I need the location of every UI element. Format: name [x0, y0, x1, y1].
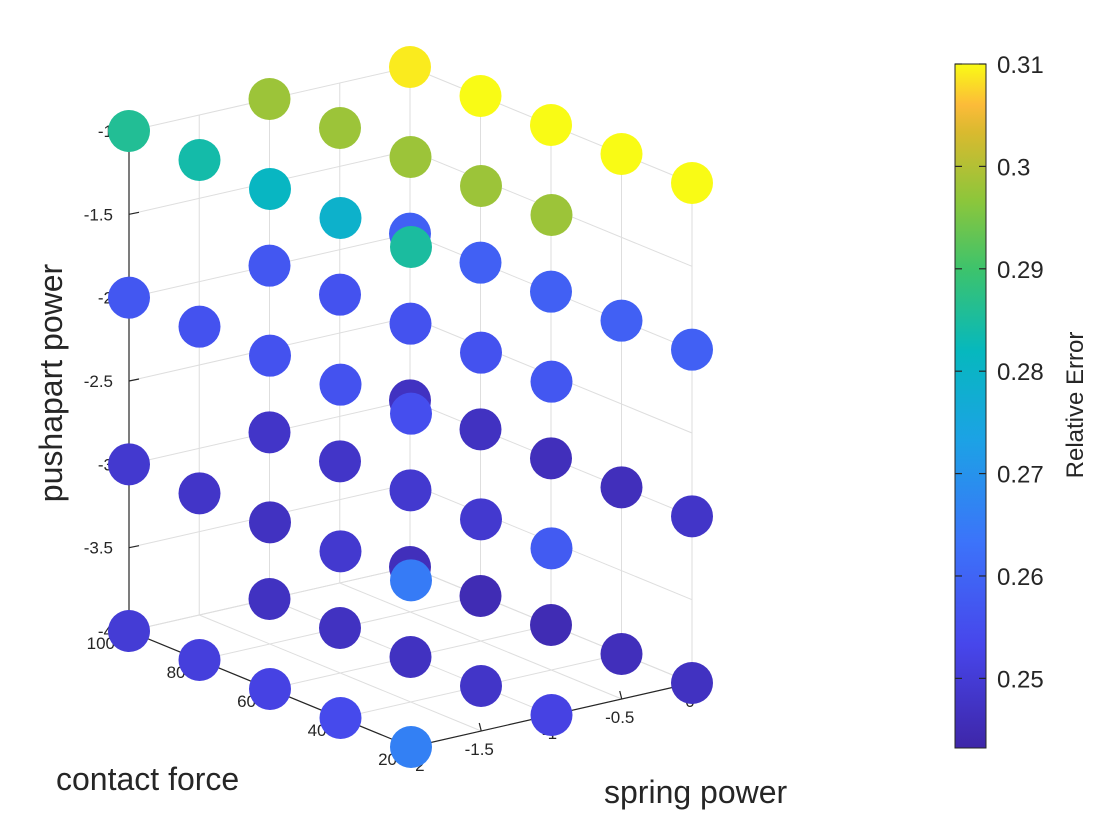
- data-point: [389, 469, 432, 512]
- z-tick-label: -3.5: [84, 539, 113, 558]
- data-point: [600, 633, 643, 675]
- z-tick-mark: [128, 211, 140, 215]
- data-point: [178, 639, 221, 681]
- data-point: [389, 302, 432, 345]
- ylabel: contact force: [56, 761, 239, 797]
- x-tick-label: -1.5: [465, 740, 494, 759]
- data-point: [319, 363, 362, 406]
- data-point: [530, 437, 572, 480]
- data-point: [530, 604, 572, 646]
- colorbar-tick-label: 0.29: [997, 257, 1044, 284]
- data-points: [108, 46, 713, 768]
- data-point: [530, 270, 572, 313]
- data-point: [530, 527, 573, 570]
- data-point: [108, 443, 150, 486]
- data-point: [459, 408, 502, 451]
- colorbar-tick-label: 0.26: [997, 564, 1044, 591]
- data-point: [108, 110, 150, 152]
- data-point: [249, 668, 291, 710]
- data-point: [390, 559, 432, 602]
- colorbar-tick-label: 0.27: [997, 462, 1044, 489]
- z-tick-label: -1.5: [84, 205, 113, 224]
- data-point: [459, 575, 502, 617]
- z-tick-mark: [128, 378, 140, 382]
- y-tick-label: 100: [87, 634, 115, 653]
- data-point: [319, 530, 362, 573]
- data-point: [460, 165, 502, 207]
- data-point: [530, 104, 572, 146]
- zlabel: pushapart power: [33, 263, 69, 502]
- data-point: [108, 276, 150, 319]
- data-point: [530, 194, 573, 236]
- data-point: [319, 197, 362, 239]
- colorbar-ticks: 0.25 0.26 0.27 0.28 0.29 0.3 0.31: [955, 52, 1044, 693]
- data-point: [249, 168, 291, 210]
- z-tick-label: -2.5: [84, 372, 113, 391]
- data-point: [671, 328, 713, 371]
- data-point: [319, 107, 361, 149]
- data-point: [671, 495, 713, 538]
- data-point: [530, 694, 573, 736]
- data-point: [319, 697, 362, 739]
- data-point: [459, 75, 502, 117]
- data-point: [178, 139, 221, 181]
- data-point: [459, 241, 502, 284]
- data-point: [389, 136, 432, 178]
- data-point: [671, 162, 713, 204]
- x-tick-mark: [478, 722, 482, 732]
- colorbar-gradient: [954, 63, 987, 749]
- colorbar-tick-label: 0.31: [997, 52, 1044, 79]
- data-point: [108, 610, 150, 652]
- data-point: [319, 440, 361, 483]
- colorbar: 0.25 0.26 0.27 0.28 0.29 0.3 0.31 Relative Err…: [954, 52, 1089, 749]
- data-point: [248, 244, 291, 287]
- colorbar-tick-label: 0.25: [997, 666, 1044, 693]
- data-point: [460, 331, 502, 374]
- data-point: [460, 498, 502, 541]
- data-point: [178, 472, 221, 515]
- data-point: [460, 665, 502, 707]
- data-point: [671, 662, 713, 704]
- data-point: [248, 578, 291, 620]
- data-point: [390, 726, 432, 768]
- data-point: [178, 305, 221, 348]
- data-point: [249, 334, 291, 377]
- colorbar-tick-label: 0.28: [997, 359, 1044, 386]
- data-point: [319, 607, 361, 649]
- data-point: [248, 78, 291, 120]
- x-tick-label: -0.5: [605, 708, 634, 727]
- z-tick-mark: [128, 545, 140, 549]
- colorbar-label: Relative Error: [1062, 332, 1089, 479]
- data-point: [389, 46, 431, 88]
- data-point: [390, 226, 432, 268]
- data-point: [390, 392, 432, 435]
- data-point: [319, 273, 361, 316]
- data-point: [600, 299, 643, 342]
- data-point: [600, 466, 643, 509]
- data-point: [600, 133, 643, 175]
- data-point: [530, 360, 573, 403]
- colorbar-tick-label: 0.3: [997, 154, 1030, 181]
- tick-labels: -2-1.5-1-0.5020406080100-4-3.5-3-2.5-2-1…: [84, 122, 695, 775]
- data-point: [248, 411, 291, 454]
- data-point: [389, 636, 432, 678]
- data-point: [249, 501, 291, 544]
- xlabel: spring power: [604, 774, 788, 810]
- x-tick-mark: [619, 690, 623, 700]
